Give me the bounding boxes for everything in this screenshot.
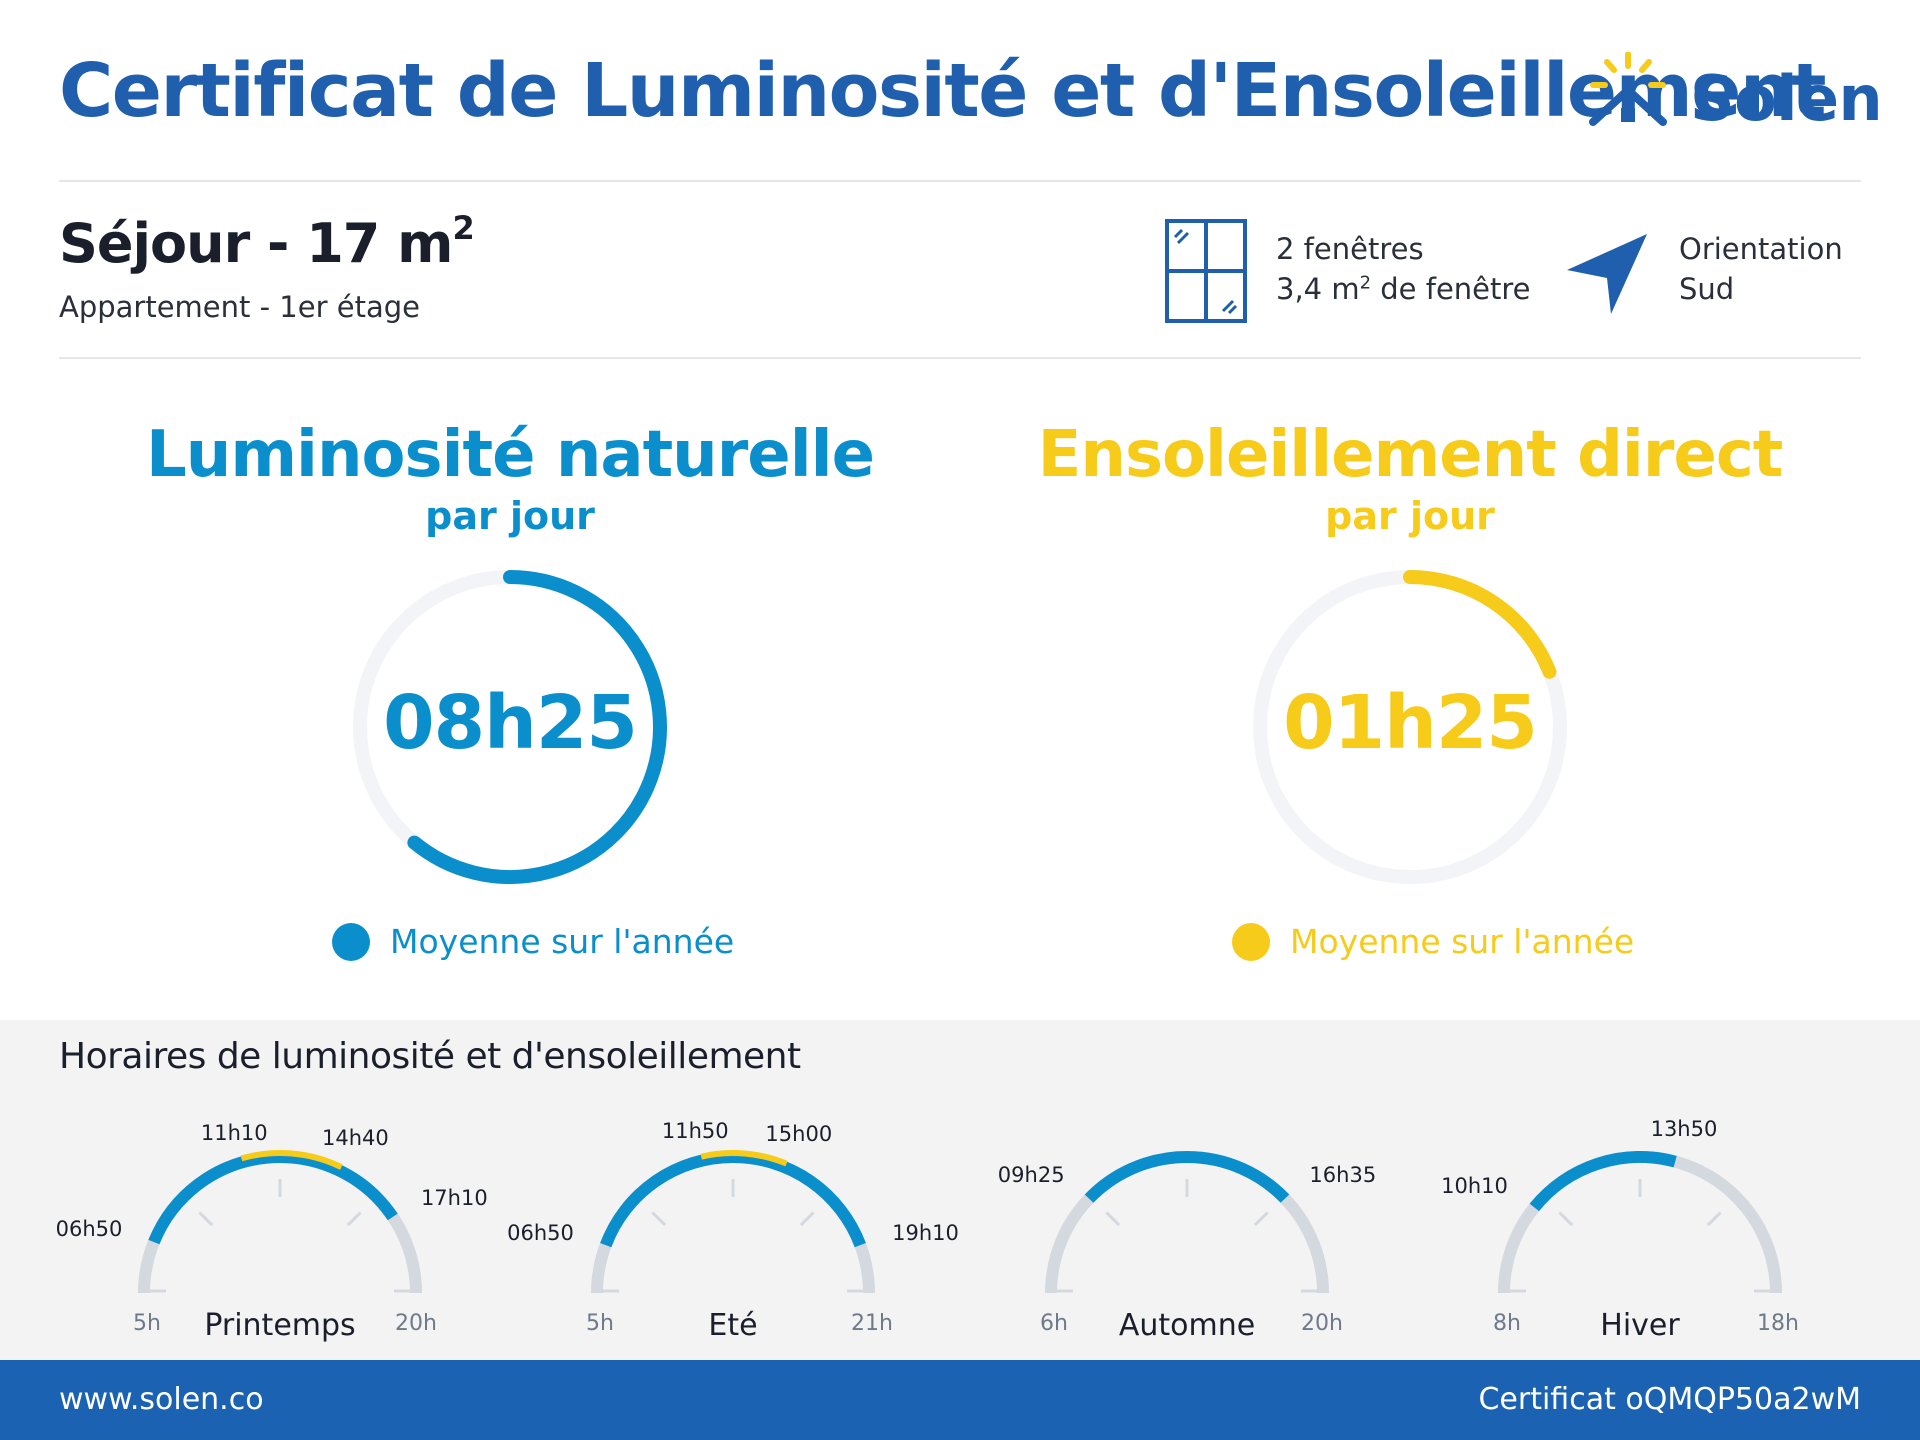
light-start-label: 06h50 [55, 1217, 123, 1242]
light-arc [600, 1151, 866, 1248]
season-name: Automne [1118, 1308, 1256, 1343]
luminosity-title: Luminosité naturelle [146, 418, 875, 492]
gauge-tick [799, 1211, 815, 1227]
luminosity-legend-dot [332, 923, 370, 961]
light-end-label: 16h35 [1309, 1163, 1377, 1188]
sun-end-label: 14h40 [322, 1126, 389, 1151]
luminosity-subtitle: par jour [425, 494, 595, 538]
season-name: Printemps [204, 1308, 356, 1343]
season-arc-chart [138, 1150, 422, 1294]
light-arc [1529, 1151, 1677, 1212]
sun-house-icon [1589, 52, 1667, 126]
light-start-label: 06h50 [507, 1221, 574, 1246]
window-count: 2 fenêtres [1276, 232, 1424, 266]
axis-end-label: 20h [395, 1311, 437, 1336]
gauge-tick [198, 1211, 214, 1227]
axis-start-label: 8h [1493, 1311, 1521, 1336]
info-divider [59, 357, 1861, 359]
axis-start-label: 5h [133, 1311, 161, 1336]
sunshine-legend: Moyenne sur l'année [1290, 922, 1635, 961]
gauge-tick [651, 1211, 667, 1227]
luminosity-value: 08h25 [383, 680, 638, 766]
season-arc-chart [591, 1150, 875, 1294]
gauge-track [591, 1151, 875, 1294]
room-subtitle: Appartement - 1er étage [59, 290, 420, 324]
certificate-id: Certificat oQMQP50a2wM [1478, 1382, 1861, 1417]
light-start-label: 10h10 [1441, 1174, 1508, 1198]
sun-end-label: 15h00 [765, 1122, 833, 1147]
season-arc-chart [1498, 1151, 1782, 1294]
sun-start-label: 11h50 [661, 1119, 729, 1144]
window-area: 3,4 m2 de fenêtre [1276, 272, 1531, 306]
axis-end-label: 18h [1757, 1311, 1799, 1336]
window-icon [1165, 219, 1247, 323]
brand-name: Solen [1690, 62, 1883, 135]
gauge-tick [346, 1211, 362, 1227]
sunshine-ring [1253, 570, 1567, 884]
sunshine-legend-dot [1232, 923, 1270, 961]
axis-end-label: 21h [851, 1311, 893, 1336]
sunshine-arc [1403, 570, 1557, 679]
footer-bar [0, 1360, 1920, 1440]
gauge-track [138, 1151, 422, 1294]
sunshine-subtitle: par jour [1325, 494, 1495, 538]
luminosity-ring [353, 570, 667, 884]
light-end-label: 19h10 [892, 1221, 959, 1246]
axis-start-label: 5h [586, 1311, 614, 1336]
sun-arc [240, 1150, 343, 1170]
light-arc [148, 1151, 398, 1245]
light-start-label: 09h25 [997, 1163, 1065, 1188]
sun-arc [700, 1150, 788, 1167]
schedule-title: Horaires de luminosité et d'ensoleilleme… [59, 1036, 801, 1077]
axis-start-label: 6h [1040, 1311, 1068, 1336]
room-title: Séjour - 17 m2 [59, 209, 475, 275]
gauge-tick [1105, 1211, 1121, 1227]
sunshine-title: Ensoleillement direct [1037, 418, 1784, 492]
season-gauge: 10h10 13h50 8h 18h Hiver [1430, 1117, 1850, 1355]
gauge-tick [1253, 1211, 1269, 1227]
gauge-track [1045, 1151, 1329, 1294]
navigation-arrow-icon [1567, 234, 1647, 314]
season-name: Eté [708, 1308, 758, 1343]
gauge-tick [1558, 1211, 1574, 1227]
sunshine-value: 01h25 [1283, 680, 1538, 766]
season-gauge: 06h50 17h10 11h10 14h40 5h 20h Printemps [56, 1121, 490, 1355]
luminosity-legend: Moyenne sur l'année [390, 922, 735, 961]
axis-end-label: 20h [1301, 1311, 1343, 1336]
website-link[interactable]: www.solen.co [59, 1382, 264, 1417]
gauge-tick [1706, 1211, 1722, 1227]
orientation-value: Sud [1679, 272, 1735, 306]
page-title: Certificat de Luminosité et d'Ensoleille… [59, 48, 1826, 134]
season-name: Hiver [1600, 1308, 1680, 1343]
orientation-label: Orientation [1679, 232, 1843, 266]
light-arc [1084, 1151, 1290, 1203]
luminosity-arc [407, 570, 667, 884]
schedule-panel [0, 1020, 1920, 1360]
gauge-track [1498, 1151, 1782, 1294]
light-end-label: 17h10 [420, 1185, 488, 1210]
season-gauge: 09h25 16h35 6h 20h Automne [977, 1125, 1397, 1355]
season-gauge: 06h50 19h10 11h50 15h00 5h 21h Eté [507, 1119, 959, 1355]
light-end-label: 13h50 [1650, 1116, 1718, 1141]
header-divider [59, 180, 1861, 182]
season-arc-chart [1045, 1151, 1329, 1294]
sun-start-label: 11h10 [200, 1121, 268, 1146]
